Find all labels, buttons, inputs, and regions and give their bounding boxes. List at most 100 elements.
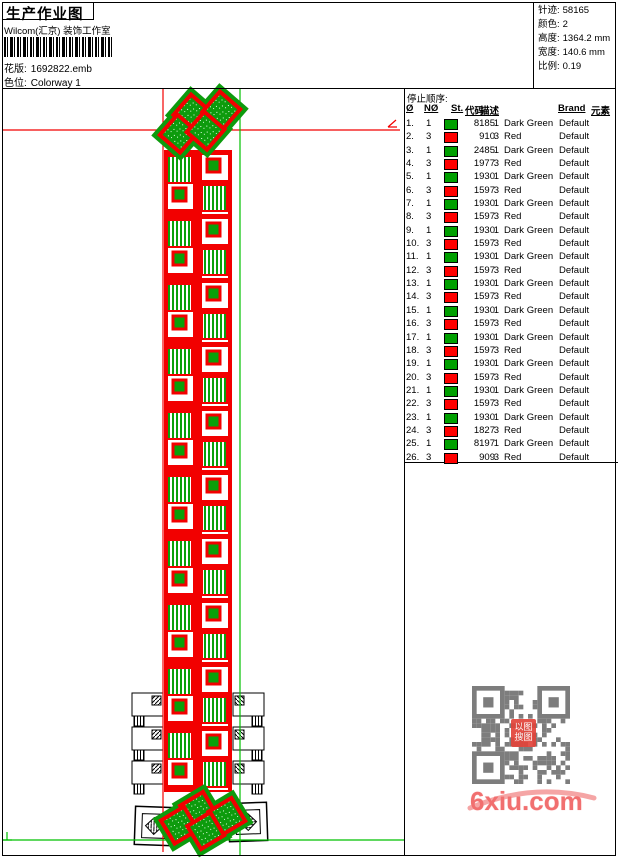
color-description: Dark Green — [504, 331, 554, 343]
stitch-count: 1930 — [473, 304, 495, 316]
code-value: 1 — [493, 144, 499, 156]
thread-color-swatch — [444, 425, 458, 437]
code-value: 3 — [493, 291, 499, 303]
row-number: 4. — [406, 158, 414, 170]
needle-number: 1 — [426, 118, 432, 129]
needle-number: 3 — [426, 398, 432, 410]
stat-label: 宽度: — [538, 47, 560, 58]
col-brand: Brand — [558, 103, 586, 114]
table-row: 7. 1 1930 1 Dark Green Default — [404, 197, 618, 211]
needle-number: 1 — [426, 171, 432, 183]
table-row: 25. 1 8197 1 Dark Green Default — [404, 437, 618, 451]
thread-color-swatch — [444, 305, 458, 317]
row-number: 14. — [406, 291, 420, 303]
color-description: Dark Green — [504, 384, 554, 396]
table-row: 4. 3 1977 3 Red Default — [404, 157, 618, 171]
stamp-text-top: 以图 — [514, 722, 533, 732]
origin-marker-icon — [2, 832, 12, 841]
needle-number: 3 — [426, 344, 432, 356]
table-divider — [404, 88, 406, 855]
code-value: 3 — [493, 318, 499, 330]
table-row: 5. 1 1930 1 Dark Green Default — [404, 170, 618, 184]
thread-color-swatch — [444, 345, 458, 357]
brand-value: Default — [559, 224, 590, 236]
stats-divider — [533, 2, 535, 88]
color-description: Dark Green — [504, 278, 554, 290]
color-description: Dark Green — [504, 171, 554, 183]
brand-value: Default — [559, 304, 590, 316]
brand-value: Default — [559, 251, 590, 263]
table-header: Ø NØ St. 代码 描述 Brand 元素 — [404, 103, 618, 117]
thread-color-swatch — [444, 172, 458, 184]
color-description: Red — [504, 344, 522, 356]
brand-value: Default — [559, 384, 590, 396]
code-value: 1 — [493, 278, 499, 290]
brand-value: Default — [559, 318, 590, 330]
needle-number: 3 — [426, 291, 432, 303]
table-body: 1. 1 8185 1 Dark Green Default 2. 3 910 … — [404, 117, 618, 464]
table-row: 9. 1 1930 1 Dark Green Default — [404, 224, 618, 237]
color-description: Red — [504, 451, 522, 463]
thread-color-swatch — [444, 332, 458, 344]
stat-value: 58165 — [562, 5, 590, 16]
stat-item: 高度: 1364.2 mm — [538, 32, 618, 46]
needle-number: 3 — [426, 211, 432, 223]
table-row: 14. 3 1597 3 Red Default — [404, 290, 618, 304]
row-number: 10. — [406, 238, 420, 250]
stat-item: 比例: 0.19 — [538, 60, 618, 74]
needle-number: 1 — [426, 278, 432, 290]
stat-item: 针迹: 58165 — [538, 4, 618, 18]
color-description: Dark Green — [504, 411, 554, 423]
needle-number: 1 — [426, 384, 432, 396]
thread-color-swatch — [444, 292, 458, 304]
pattern-value: 1692822.emb — [30, 64, 92, 75]
brand-value: Default — [559, 371, 590, 383]
color-description: Dark Green — [504, 118, 554, 129]
row-number: 11. — [406, 251, 419, 263]
row-number: 19. — [406, 358, 420, 370]
stitch-count: 8197 — [473, 438, 495, 450]
needle-number: 3 — [426, 371, 432, 383]
needle-number: 3 — [426, 184, 432, 196]
code-value: 1 — [493, 384, 499, 396]
color-description: Dark Green — [504, 358, 554, 370]
code-value: 1 — [493, 198, 499, 210]
color-description: Red — [504, 211, 522, 223]
stitch-count: 1930 — [473, 251, 495, 263]
needle-number: 3 — [426, 238, 432, 250]
table-row: 3. 1 2485 1 Dark Green Default — [404, 144, 618, 157]
stitch-count: 1930 — [473, 384, 495, 396]
thread-color-swatch — [444, 452, 458, 464]
color-description: Dark Green — [504, 304, 554, 316]
brand-value: Default — [559, 278, 590, 290]
thread-color-swatch — [444, 439, 458, 451]
watermark-site: 6xiu.com — [470, 786, 583, 816]
table-row: 26. 3 909 3 Red Default — [404, 451, 618, 464]
color-description: Dark Green — [504, 224, 554, 236]
color-description: Red — [504, 238, 522, 250]
needle-number: 3 — [426, 424, 432, 436]
table-row: 19. 1 1930 1 Dark Green Default — [404, 357, 618, 371]
page-title: 生产作业图 — [6, 7, 84, 23]
code-value: 1 — [493, 411, 499, 423]
thread-color-swatch — [444, 212, 458, 224]
stitch-count: 1597 — [473, 344, 495, 356]
stitch-count: 909 — [479, 451, 495, 463]
color-description: Red — [504, 371, 522, 383]
color-description: Red — [504, 158, 522, 170]
color-description: Dark Green — [504, 144, 554, 156]
thread-color-swatch — [444, 185, 458, 197]
row-number: 25. — [406, 438, 420, 450]
code-value: 3 — [493, 344, 499, 356]
row-number: 6. — [406, 184, 414, 196]
brand-value: Default — [559, 398, 590, 410]
stitch-count: 1930 — [473, 224, 495, 236]
brand-value: Default — [559, 411, 590, 423]
color-description: Dark Green — [504, 251, 554, 263]
stitch-count: 1930 — [473, 358, 495, 370]
brand-value: Default — [559, 238, 590, 250]
stitch-count: 2485 — [473, 144, 495, 156]
title-box — [2, 2, 94, 20]
code-value: 3 — [493, 158, 499, 170]
stitch-count: 1930 — [473, 278, 495, 290]
